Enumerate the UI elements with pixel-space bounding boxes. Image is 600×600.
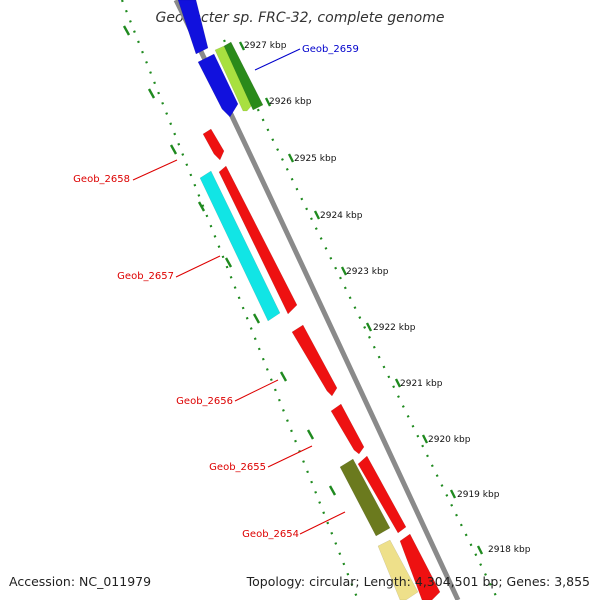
gene-label-geob-2658[interactable]: Geob_2658 (73, 174, 130, 185)
gene-geob-2655-red[interactable] (330, 403, 365, 455)
tick-label-2918: 2918 kbp (488, 545, 531, 555)
gene-geob-2654-olive[interactable] (339, 458, 391, 537)
gene-geob-2653-yellow[interactable] (377, 539, 419, 600)
gene-label-geob-2657[interactable]: Geob_2657 (117, 271, 174, 282)
genome-summary-text: Topology: circular; Length: 4,304,501 bp… (246, 574, 590, 589)
tick-label-2922: 2922 kbp (373, 323, 416, 333)
genome-title: Geobacter sp. FRC-32, complete genome (156, 10, 445, 26)
tick-label-2919: 2919 kbp (457, 490, 500, 500)
gene-geob-2659c-darkgreen[interactable] (223, 41, 264, 111)
accession-text: Accession: NC_011979 (9, 574, 152, 589)
gene-geob-2654b-red[interactable] (357, 455, 407, 534)
tick-label-2924: 2924 kbp (320, 211, 363, 221)
tick-label-2927: 2927 kbp (244, 41, 287, 51)
gene-features (177, 0, 441, 600)
gene-geob-2660-blue[interactable] (177, 0, 209, 55)
gene-geob-2657-cyan[interactable] (199, 170, 281, 322)
tick-label-2923: 2923 kbp (346, 267, 389, 277)
gene-label-leaders (132, 48, 346, 535)
tick-label-2921: 2921 kbp (400, 379, 443, 389)
tick-label-2920: 2920 kbp (428, 435, 471, 445)
gene-geob-2659b-green[interactable] (214, 45, 254, 112)
gene-label-geob-2659[interactable]: Geob_2659 (302, 44, 359, 55)
gene-geob-2656-red[interactable] (291, 324, 338, 397)
tick-label-2925: 2925 kbp (294, 154, 337, 164)
gene-label-geob-2654[interactable]: Geob_2654 (242, 529, 299, 540)
guide-ticks (122, 25, 484, 555)
gene-geob-2658-red[interactable] (202, 128, 225, 161)
tick-label-2926: 2926 kbp (269, 97, 312, 107)
gene-geob-2659-blue[interactable] (197, 53, 239, 118)
scale-labels: 2927 kbp 2926 kbp 2925 kbp 2924 kbp 2923… (244, 41, 531, 555)
gene-labels: Geob_2659 Geob_2658 Geob_2657 Geob_2656 … (73, 44, 359, 540)
gene-label-geob-2656[interactable]: Geob_2656 (176, 396, 233, 407)
outer-dotted-guide (223, 39, 499, 600)
gene-geob-2657b-red[interactable] (218, 165, 298, 315)
gene-geob-2653b-red[interactable] (399, 533, 441, 600)
gene-label-geob-2655[interactable]: Geob_2655 (209, 462, 266, 473)
